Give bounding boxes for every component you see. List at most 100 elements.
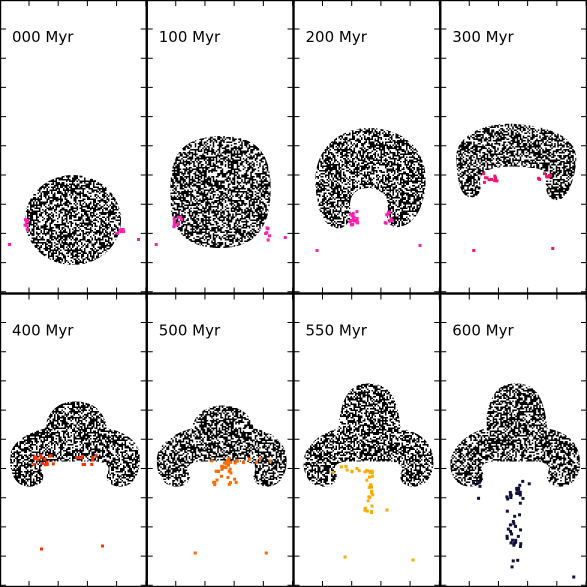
tracer-point	[25, 220, 29, 224]
tracer-particles	[154, 215, 287, 246]
tracer-point	[518, 483, 522, 487]
axis-ticks	[293, 293, 441, 587]
tracer-point	[484, 176, 488, 180]
tracer-point	[210, 459, 214, 463]
tracer-point	[345, 468, 349, 472]
tracer-point	[418, 244, 422, 247]
tracer-point	[514, 538, 518, 542]
tracer-point	[514, 524, 518, 528]
tracer-particles	[472, 479, 576, 579]
tracer-point	[572, 575, 576, 579]
axis-ticks	[440, 293, 587, 587]
tracer-point	[45, 462, 49, 466]
tracer-point	[370, 504, 374, 508]
tracer-point	[511, 559, 515, 563]
tracer-point	[8, 243, 11, 246]
tracer-particles	[193, 456, 272, 555]
tracer-point	[493, 174, 497, 178]
tracer-particles	[8, 218, 140, 246]
tracer-point	[355, 210, 359, 214]
tracer-point	[213, 483, 217, 487]
tracer-point	[509, 493, 513, 497]
tracer-point	[219, 474, 223, 478]
tracer-point	[472, 481, 476, 485]
panel-0: 000 Myr	[8, 28, 140, 265]
tracer-point	[411, 558, 415, 562]
tracer-point	[536, 176, 540, 180]
panel-time-label: 300 Myr	[452, 28, 514, 46]
tracer-point	[213, 481, 217, 485]
tracer-point	[551, 247, 555, 250]
tracer-point	[365, 478, 369, 482]
panel-time-label: 550 Myr	[306, 322, 368, 340]
tracer-point	[351, 217, 355, 221]
tracer-point	[487, 178, 491, 182]
tracer-point	[349, 223, 353, 227]
tracer-point	[472, 249, 476, 252]
axis-ticks	[146, 0, 294, 294]
tracer-point	[366, 499, 370, 503]
tracer-point	[542, 172, 546, 176]
tracer-point	[268, 234, 272, 238]
tracer-point	[344, 464, 348, 468]
tracer-point	[234, 480, 238, 484]
tracer-point	[365, 469, 369, 473]
axis-ticks	[146, 293, 294, 587]
panel-time-label: 200 Myr	[306, 28, 368, 46]
tracer-point	[315, 249, 319, 252]
panel-time-label: 000 Myr	[12, 28, 74, 46]
tracer-point	[363, 507, 367, 511]
tracer-point	[351, 211, 355, 215]
tracer-point	[521, 479, 525, 483]
tracer-point	[547, 174, 551, 177]
tracer-point	[120, 228, 124, 231]
tracer-point	[388, 211, 392, 215]
tracer-point	[352, 219, 356, 223]
tracer-point	[235, 459, 239, 463]
tracer-point	[229, 471, 233, 475]
tracer-point	[331, 470, 335, 474]
tracer-point	[193, 551, 197, 555]
tracer-particles	[315, 210, 422, 252]
tracer-point	[25, 227, 29, 231]
tracer-point	[227, 460, 231, 464]
tracer-point	[521, 496, 525, 500]
tracer-point	[225, 459, 229, 463]
tracer-point	[508, 491, 512, 494]
tracer-point	[390, 218, 394, 222]
panel-time-label: 500 Myr	[159, 322, 221, 340]
tracer-point	[39, 454, 42, 458]
tracer-point	[116, 232, 120, 235]
tracer-point	[512, 543, 516, 547]
tracer-point	[367, 485, 371, 489]
bubble-gas	[25, 175, 121, 265]
tracer-point	[32, 462, 36, 466]
tracer-point	[44, 463, 47, 467]
tracer-point	[77, 455, 81, 459]
tracer-point	[33, 456, 37, 460]
tracer-point	[179, 215, 183, 219]
tracer-point	[482, 180, 486, 184]
tracer-point	[215, 478, 219, 482]
tracer-point	[363, 470, 367, 474]
tracer-point	[482, 172, 486, 176]
tracer-point	[371, 493, 375, 497]
tracer-point	[122, 230, 126, 234]
axis-ticks	[440, 0, 587, 294]
tracer-point	[388, 219, 392, 223]
tracer-point	[518, 545, 522, 548]
panel-frame	[146, 0, 294, 294]
tracer-point	[511, 520, 515, 523]
tracer-point	[94, 453, 98, 457]
tracer-point	[505, 495, 509, 499]
tracer-point	[516, 492, 520, 495]
tracer-point	[495, 179, 499, 183]
tracer-point	[514, 540, 518, 544]
tracer-point	[513, 514, 517, 518]
tracer-point	[519, 528, 523, 532]
tracer-point	[137, 238, 140, 241]
tracer-particles	[32, 453, 104, 551]
panel-frame	[293, 293, 441, 587]
tracer-point	[26, 219, 30, 222]
